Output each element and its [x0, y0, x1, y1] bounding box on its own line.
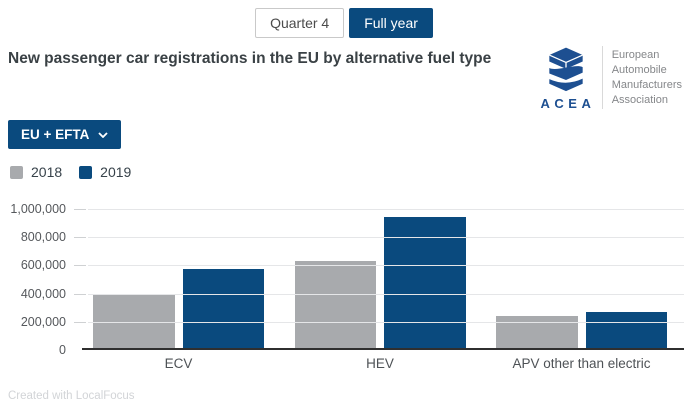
legend-label: 2018 — [31, 164, 63, 180]
acea-acronym: ACEA — [540, 96, 596, 111]
y-tick-label: 800,000 — [20, 230, 66, 245]
org-line: Manufacturers — [611, 78, 682, 91]
bar-2018-hev — [294, 260, 376, 348]
gridline — [88, 293, 684, 295]
y-tick-mark — [74, 265, 86, 267]
y-tick-label: 1,000,000 — [10, 202, 66, 216]
bar-group-ecv — [93, 209, 264, 348]
period-tabs: Quarter 4 Full year — [0, 8, 688, 38]
plot-area — [88, 209, 672, 348]
gridline — [88, 265, 684, 267]
y-axis: 0 200,000 400,000 600,000 800,000 1,000,000 — [0, 202, 66, 357]
y-tick-label: 600,000 — [20, 258, 66, 273]
logo-divider — [601, 46, 603, 109]
credit-text: Created with LocalFocus — [8, 390, 135, 402]
bar-2019-hev — [384, 216, 466, 348]
legend-swatch-2018 — [10, 165, 23, 179]
org-line: Association — [611, 93, 668, 106]
bar-2019-apv-other-than-electric — [585, 312, 667, 348]
gridline — [88, 209, 684, 210]
page-title: New passenger car registrations in the E… — [8, 50, 492, 67]
bar-group-apv-other-than-electric — [496, 209, 667, 348]
legend-item-2019[interactable]: 2019 — [79, 164, 131, 180]
org-line: European — [611, 48, 660, 61]
region-dropdown[interactable]: EU + EFTA — [8, 120, 122, 149]
bar-chart: 0 200,000 400,000 600,000 800,000 1,000,000 — [0, 202, 688, 357]
x-axis-label: ECV — [164, 356, 193, 371]
gridline — [88, 321, 684, 323]
acea-logo-icon — [548, 47, 583, 92]
x-axis-label: HEV — [366, 356, 394, 371]
x-axis-labels: ECV HEV APV other than electric — [88, 356, 672, 371]
region-dropdown-label: EU + EFTA — [21, 127, 90, 142]
tab-quarter-4[interactable]: Quarter 4 — [255, 8, 345, 38]
legend-swatch-2019 — [79, 165, 93, 179]
legend-item-2018[interactable]: 2018 — [10, 164, 62, 180]
org-line: Automobile — [611, 63, 667, 76]
chevron-down-icon — [98, 131, 109, 138]
x-axis-line — [82, 348, 684, 350]
bar-2018-ecv — [93, 295, 175, 348]
legend-label: 2019 — [100, 164, 132, 180]
x-axis-label: APV other than electric — [512, 356, 651, 371]
chart-legend: 2018 2019 — [10, 164, 131, 180]
y-tick-mark — [74, 209, 86, 210]
bar-group-hev — [294, 209, 466, 348]
acea-logo: ACEA — [537, 44, 595, 111]
y-tick-mark — [74, 293, 86, 295]
bar-2019-ecv — [182, 269, 264, 348]
bar-2018-apv-other-than-electric — [496, 316, 578, 348]
y-tick-mark — [74, 321, 86, 323]
y-tick-label: 0 — [59, 343, 66, 357]
y-tick-label: 400,000 — [20, 286, 66, 301]
acea-org-name: European Automobile Manufacturers Associ… — [612, 44, 682, 111]
gridline — [88, 237, 684, 239]
y-tick-mark — [74, 237, 86, 239]
y-tick-label: 200,000 — [20, 314, 66, 329]
tab-full-year[interactable]: Full year — [349, 8, 433, 38]
acea-logo-block: ACEA European Automobile Manufacturers A… — [537, 44, 682, 111]
